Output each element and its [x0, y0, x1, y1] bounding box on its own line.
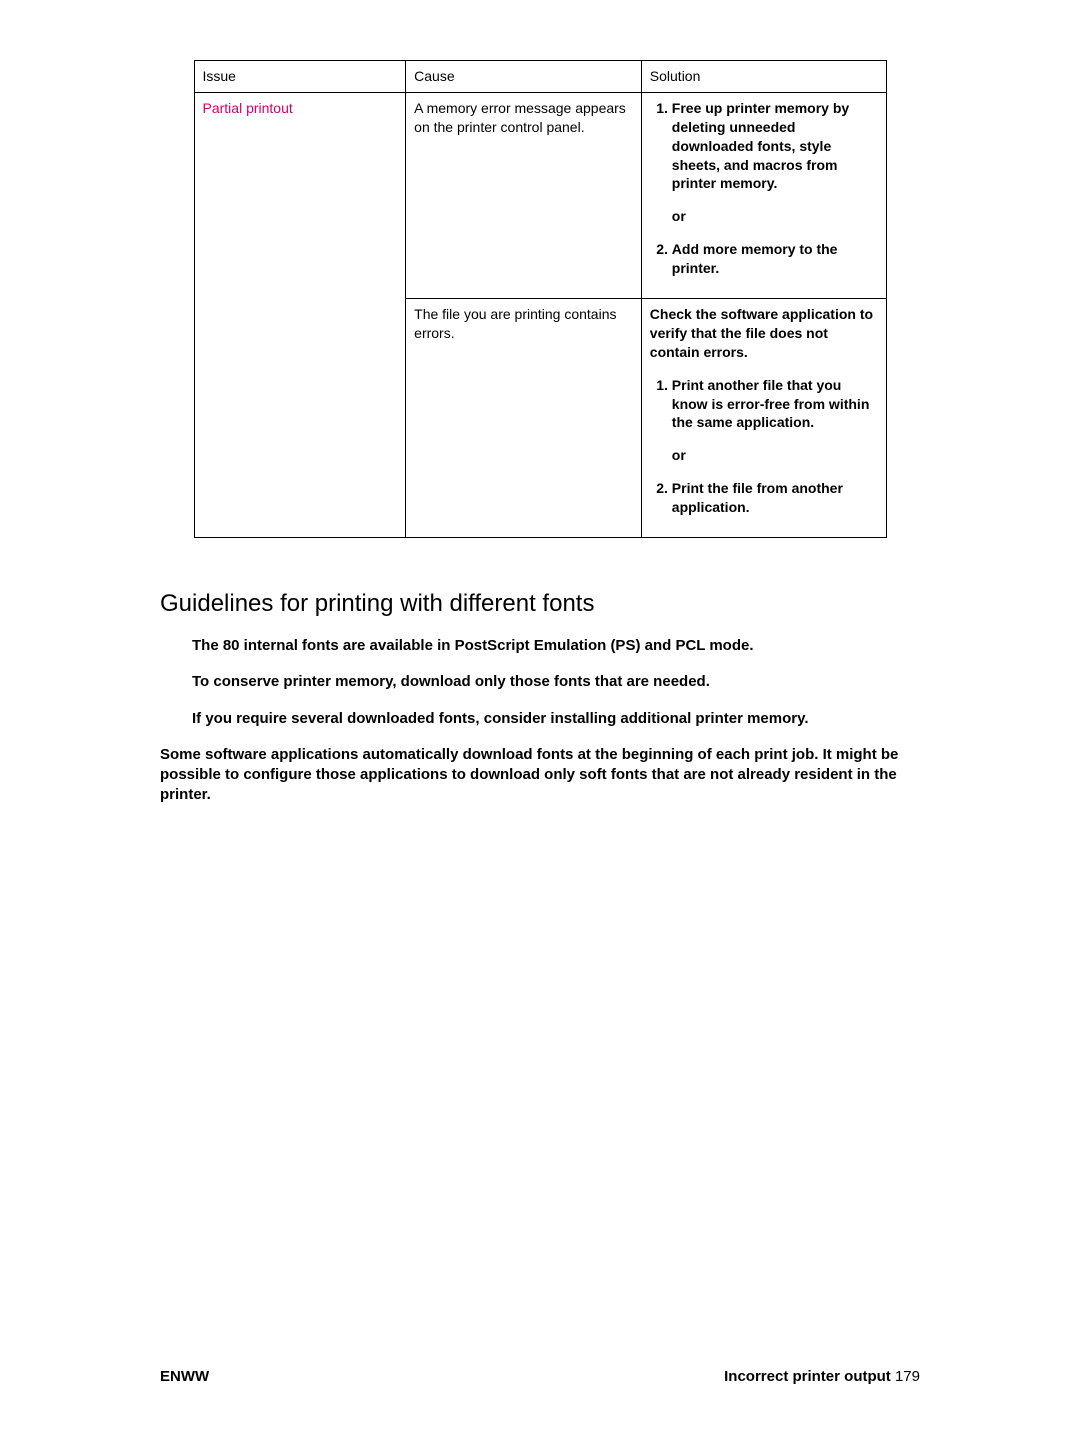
cause-cell-1: A memory error message appears on the pr…: [406, 92, 642, 298]
guidelines-list: The 80 internal fonts are available in P…: [160, 636, 920, 729]
solution-cell-1: Free up printer memory by deleting unnee…: [641, 92, 886, 298]
solution-item: Add more memory to the printer.: [672, 240, 878, 278]
solution-item: Print another file that you know is erro…: [672, 376, 878, 433]
section-heading: Guidelines for printing with different f…: [160, 590, 920, 618]
footer-title: Incorrect printer output: [724, 1368, 891, 1385]
body-paragraph: Some software applications automatically…: [160, 745, 920, 806]
solution-list-1b: Add more memory to the printer.: [650, 240, 878, 278]
solution-item: Free up printer memory by deleting unnee…: [672, 99, 878, 193]
troubleshooting-table: Issue Cause Solution Partial printout A …: [194, 60, 887, 538]
solution-list-2b: Print the file from another application.: [650, 479, 878, 517]
table-header-row: Issue Cause Solution: [194, 61, 886, 93]
solution-lead: Check the software application to verify…: [650, 305, 878, 362]
solution-list-2: Print another file that you know is erro…: [650, 376, 878, 433]
header-issue: Issue: [194, 61, 406, 93]
footer-left: ENWW: [160, 1368, 209, 1385]
list-item: The 80 internal fonts are available in P…: [192, 636, 920, 656]
header-cause: Cause: [406, 61, 642, 93]
solution-cell-2: Check the software application to verify…: [641, 299, 886, 538]
or-separator: or: [672, 207, 878, 226]
solution-item: Print the file from another application.: [672, 479, 878, 517]
list-item: If you require several downloaded fonts,…: [192, 709, 920, 729]
table-row: Partial printout A memory error message …: [194, 92, 886, 298]
cause-cell-2: The file you are printing contains error…: [406, 299, 642, 538]
list-item: To conserve printer memory, download onl…: [192, 672, 920, 692]
solution-list-1: Free up printer memory by deleting unnee…: [650, 99, 878, 193]
page-footer: ENWW Incorrect printer output 179: [160, 1368, 920, 1385]
header-solution: Solution: [641, 61, 886, 93]
page-content: Issue Cause Solution Partial printout A …: [0, 0, 1080, 866]
footer-right: Incorrect printer output 179: [724, 1368, 920, 1385]
issue-cell: Partial printout: [194, 92, 406, 537]
footer-page-number: 179: [895, 1368, 920, 1385]
or-separator: or: [672, 446, 878, 465]
